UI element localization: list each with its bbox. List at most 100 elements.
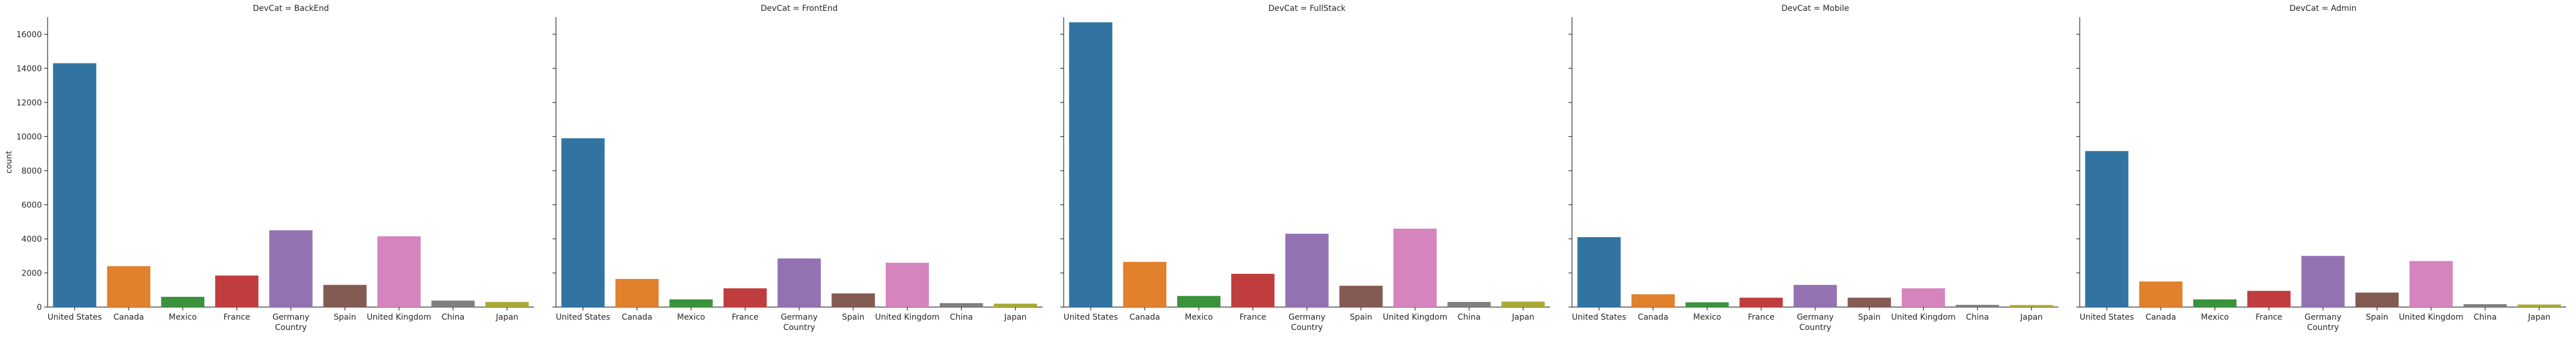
x-tick-label: Germany [781, 313, 818, 322]
facet-panel: DevCat = BackEnd 0 2000 4000 6000 8000 10000 12… [16, 4, 534, 332]
bar [1685, 302, 1729, 307]
x-tick-label: Japan [495, 313, 518, 322]
bar [215, 275, 259, 307]
bar [2301, 256, 2345, 307]
y-tick-label: 16000 [16, 30, 42, 40]
bar [2517, 304, 2561, 307]
bar [2247, 290, 2291, 307]
bar [723, 288, 767, 307]
x-tick-label: United Kingdom [2399, 313, 2463, 322]
bar [1793, 285, 1837, 307]
x-tick-label: United States [48, 313, 102, 322]
bar [1955, 305, 1999, 307]
x-tick-label: Spain [1350, 313, 1372, 322]
y-tick-label: 0 [37, 303, 42, 312]
bar [161, 297, 205, 307]
x-tick-label: France [1239, 313, 1266, 322]
x-tick-label: Mexico [2201, 313, 2229, 322]
bar [615, 278, 659, 307]
bar [107, 266, 151, 307]
x-tick-label: Germany [2305, 313, 2341, 322]
bar [1231, 273, 1275, 307]
bar [669, 299, 713, 307]
bar [1631, 294, 1675, 307]
bar [2355, 292, 2399, 307]
x-tick-label: United Kingdom [1383, 313, 1447, 322]
bar [2139, 281, 2183, 307]
bar [1901, 288, 1945, 307]
panel-title: DevCat = FullStack [1268, 4, 1347, 13]
bar [1177, 296, 1221, 307]
x-tick-label: Germany [1289, 313, 1325, 322]
y-axis-label: count [5, 151, 14, 174]
x-tick-label: United Kingdom [875, 313, 939, 322]
x-tick-label: France [223, 313, 250, 322]
x-tick-label: United Kingdom [1891, 313, 1955, 322]
x-tick-label: Spain [334, 313, 356, 322]
facet-panel: DevCat = FrontEnd United States Canada Mexi… [552, 4, 1042, 332]
x-tick-label: China [442, 313, 465, 322]
x-tick-label: Mexico [1693, 313, 1721, 322]
x-tick-label: Mexico [1185, 313, 1213, 322]
x-axis-label: Country [1291, 323, 1323, 332]
bar [485, 302, 529, 307]
facet-panel: DevCat = Mobile United States Canada Mexico… [1569, 4, 2059, 332]
x-tick-label: United States [556, 313, 610, 322]
x-tick-label: China [2474, 313, 2497, 322]
x-tick-label: Mexico [169, 313, 197, 322]
bar [831, 293, 875, 307]
x-tick-label: United Kingdom [367, 313, 431, 322]
bar [1447, 302, 1491, 307]
bar [994, 304, 1037, 307]
y-tick-label: 14000 [16, 64, 42, 73]
bar [53, 63, 96, 307]
y-tick-label: 2000 [21, 269, 42, 278]
bar [1393, 229, 1437, 307]
x-tick-label: Canada [1130, 313, 1160, 322]
x-tick-label: Japan [1511, 313, 1534, 322]
x-tick-label: China [1966, 313, 1989, 322]
x-tick-label: Germany [1797, 313, 1834, 322]
x-tick-label: Japan [2527, 313, 2550, 322]
x-tick-label: Japan [1003, 313, 1026, 322]
x-tick-label: France [1748, 313, 1775, 322]
x-tick-label: Spain [1858, 313, 1881, 322]
bar [377, 236, 421, 307]
facet-panel: DevCat = Admin United States Canada Mexico F… [2076, 4, 2566, 332]
bar [561, 138, 605, 307]
x-tick-label: China [950, 313, 973, 322]
x-tick-label: Canada [2146, 313, 2176, 322]
x-tick-label: China [1458, 313, 1481, 322]
bar [777, 258, 821, 307]
x-tick-label: France [731, 313, 758, 322]
x-axis-label: Country [2307, 323, 2339, 332]
x-tick-label: Canada [114, 313, 144, 322]
bar [885, 262, 929, 307]
x-tick-label: Mexico [677, 313, 705, 322]
bar [1577, 237, 1621, 307]
x-tick-label: Spain [842, 313, 865, 322]
bar [2463, 304, 2507, 307]
x-tick-label: Canada [1638, 313, 1668, 322]
x-tick-label: Canada [622, 313, 652, 322]
bar [2085, 151, 2128, 307]
bar [323, 285, 367, 307]
bar [431, 300, 475, 307]
bar [2193, 299, 2237, 307]
x-tick-label: United States [1572, 313, 1626, 322]
bar [1285, 234, 1329, 307]
bar [1069, 22, 1112, 307]
x-tick-label: Germany [273, 313, 309, 322]
panel-title: DevCat = Admin [2290, 4, 2357, 13]
bar [1123, 262, 1167, 307]
y-tick-label: 6000 [21, 201, 42, 210]
bar [939, 303, 983, 307]
x-tick-label: Japan [2019, 313, 2042, 322]
x-axis-label: Country [1799, 323, 1831, 332]
panel-title: DevCat = BackEnd [253, 4, 329, 13]
facet-panel: DevCat = FullStack United States Canada Mex… [1060, 4, 1550, 332]
y-tick-label: 8000 [21, 167, 42, 176]
y-tick-label: 10000 [16, 132, 42, 142]
x-tick-label: United States [1064, 313, 1118, 322]
